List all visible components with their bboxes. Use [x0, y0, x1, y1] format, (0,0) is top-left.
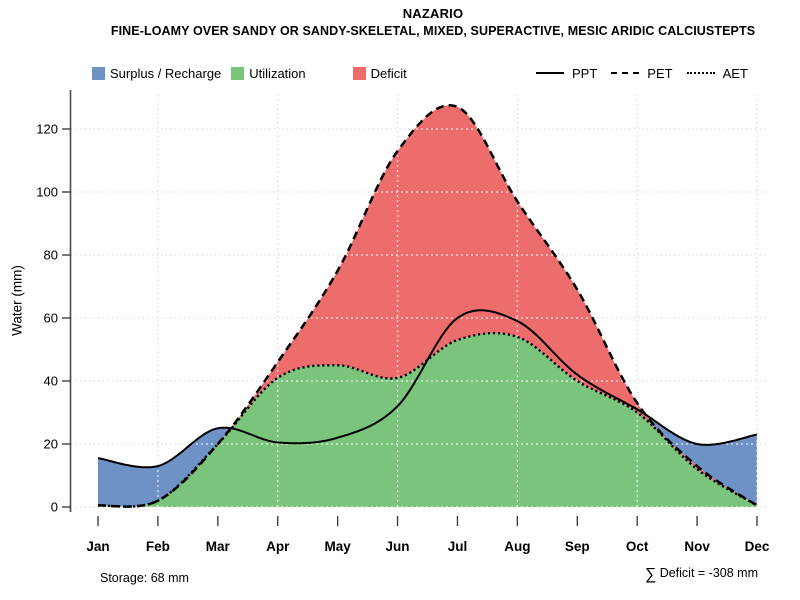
surplus-region	[645, 414, 757, 506]
balance-regions	[98, 105, 757, 507]
legend-fill-group: Surplus / Recharge Utilization Deficit	[92, 65, 407, 81]
legend-label: AET	[722, 65, 748, 81]
legend-item-surplus: Surplus / Recharge	[92, 66, 221, 81]
y-tick-label: 100	[36, 185, 58, 200]
chart-header: NAZARIO FINE-LOAMY OVER SANDY OR SANDY-S…	[66, 6, 800, 38]
solid-line-icon	[536, 72, 564, 74]
page-title: NAZARIO	[402, 6, 464, 21]
y-tick-label: 20	[44, 437, 58, 452]
month-label: Apr	[266, 539, 290, 554]
series-curves	[97, 104, 758, 508]
month-label: May	[325, 539, 352, 554]
y-axis-label: Water (mm)	[9, 265, 25, 336]
pet-curve	[98, 104, 758, 508]
legend-item-aet: AET	[686, 65, 748, 81]
aet-curve	[98, 331, 758, 508]
y-tick-label: 40	[44, 374, 58, 389]
x-axis: Jan Feb Mar Apr May Jun Jul Aug Sep Oct Nov Dec	[86, 516, 770, 554]
page-subtitle: FINE-LOAMY OVER SANDY OR SANDY-SKELETAL,…	[110, 24, 756, 38]
deficit-region	[98, 105, 757, 507]
ppt-curve	[97, 309, 758, 469]
y-tick-label: 0	[51, 500, 58, 515]
month-label: Jun	[386, 539, 410, 554]
month-label: Oct	[626, 539, 649, 554]
legend-item-pet: PET	[611, 65, 673, 81]
deficit-annotation: ∑ Deficit = -308 mm	[458, 566, 758, 584]
legend-label: PET	[647, 65, 673, 81]
legend-item-utilization: Utilization	[231, 65, 306, 81]
surplus-swatch-icon	[92, 66, 105, 80]
sigma-icon: ∑	[644, 566, 657, 583]
legend-item-deficit: Deficit	[352, 65, 407, 81]
y-tick-label: 120	[36, 122, 58, 137]
y-tick-label: 80	[44, 248, 58, 263]
month-label: Mar	[206, 539, 231, 554]
month-label: Sep	[565, 539, 590, 554]
utilization-swatch-icon	[231, 66, 245, 80]
month-label: Nov	[684, 539, 710, 554]
month-label: Jul	[448, 539, 468, 554]
month-label: Aug	[504, 539, 530, 554]
legend-label: PPT	[572, 65, 598, 81]
surplus-region	[98, 427, 231, 507]
legend-item-ppt: PPT	[536, 66, 597, 81]
legend-line-group: PPT PET AET	[536, 65, 748, 81]
legend-label: Surplus / Recharge	[110, 65, 222, 81]
legend-label: Deficit	[370, 65, 407, 81]
utilization-region	[98, 333, 757, 507]
deficit-text: Deficit = -308 mm	[656, 566, 758, 580]
legend-label: Utilization	[249, 65, 306, 81]
month-label: Feb	[146, 539, 170, 554]
y-tick-label: 60	[44, 311, 58, 326]
storage-annotation: Storage: 68 mm	[100, 571, 189, 585]
dashed-line-icon	[611, 72, 640, 74]
y-axis: 0 20 40 60 80 100 120	[36, 90, 72, 515]
month-label: Jan	[86, 539, 109, 554]
month-label: Dec	[745, 539, 770, 554]
dotted-line-icon	[686, 72, 715, 74]
deficit-swatch-icon	[352, 66, 366, 80]
